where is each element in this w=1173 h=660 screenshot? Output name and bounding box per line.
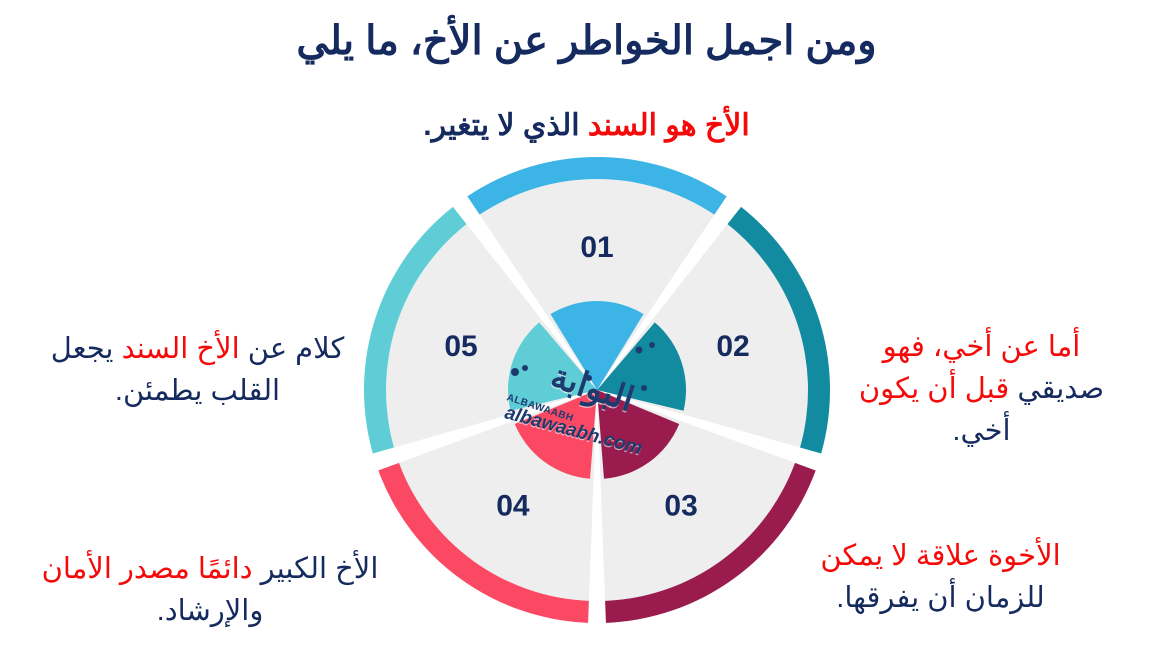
svg-text:03: 03 — [664, 490, 697, 523]
svg-text:01: 01 — [580, 231, 613, 264]
svg-text:05: 05 — [444, 330, 477, 363]
svg-text:04: 04 — [496, 490, 530, 523]
svg-text:02: 02 — [716, 330, 749, 363]
